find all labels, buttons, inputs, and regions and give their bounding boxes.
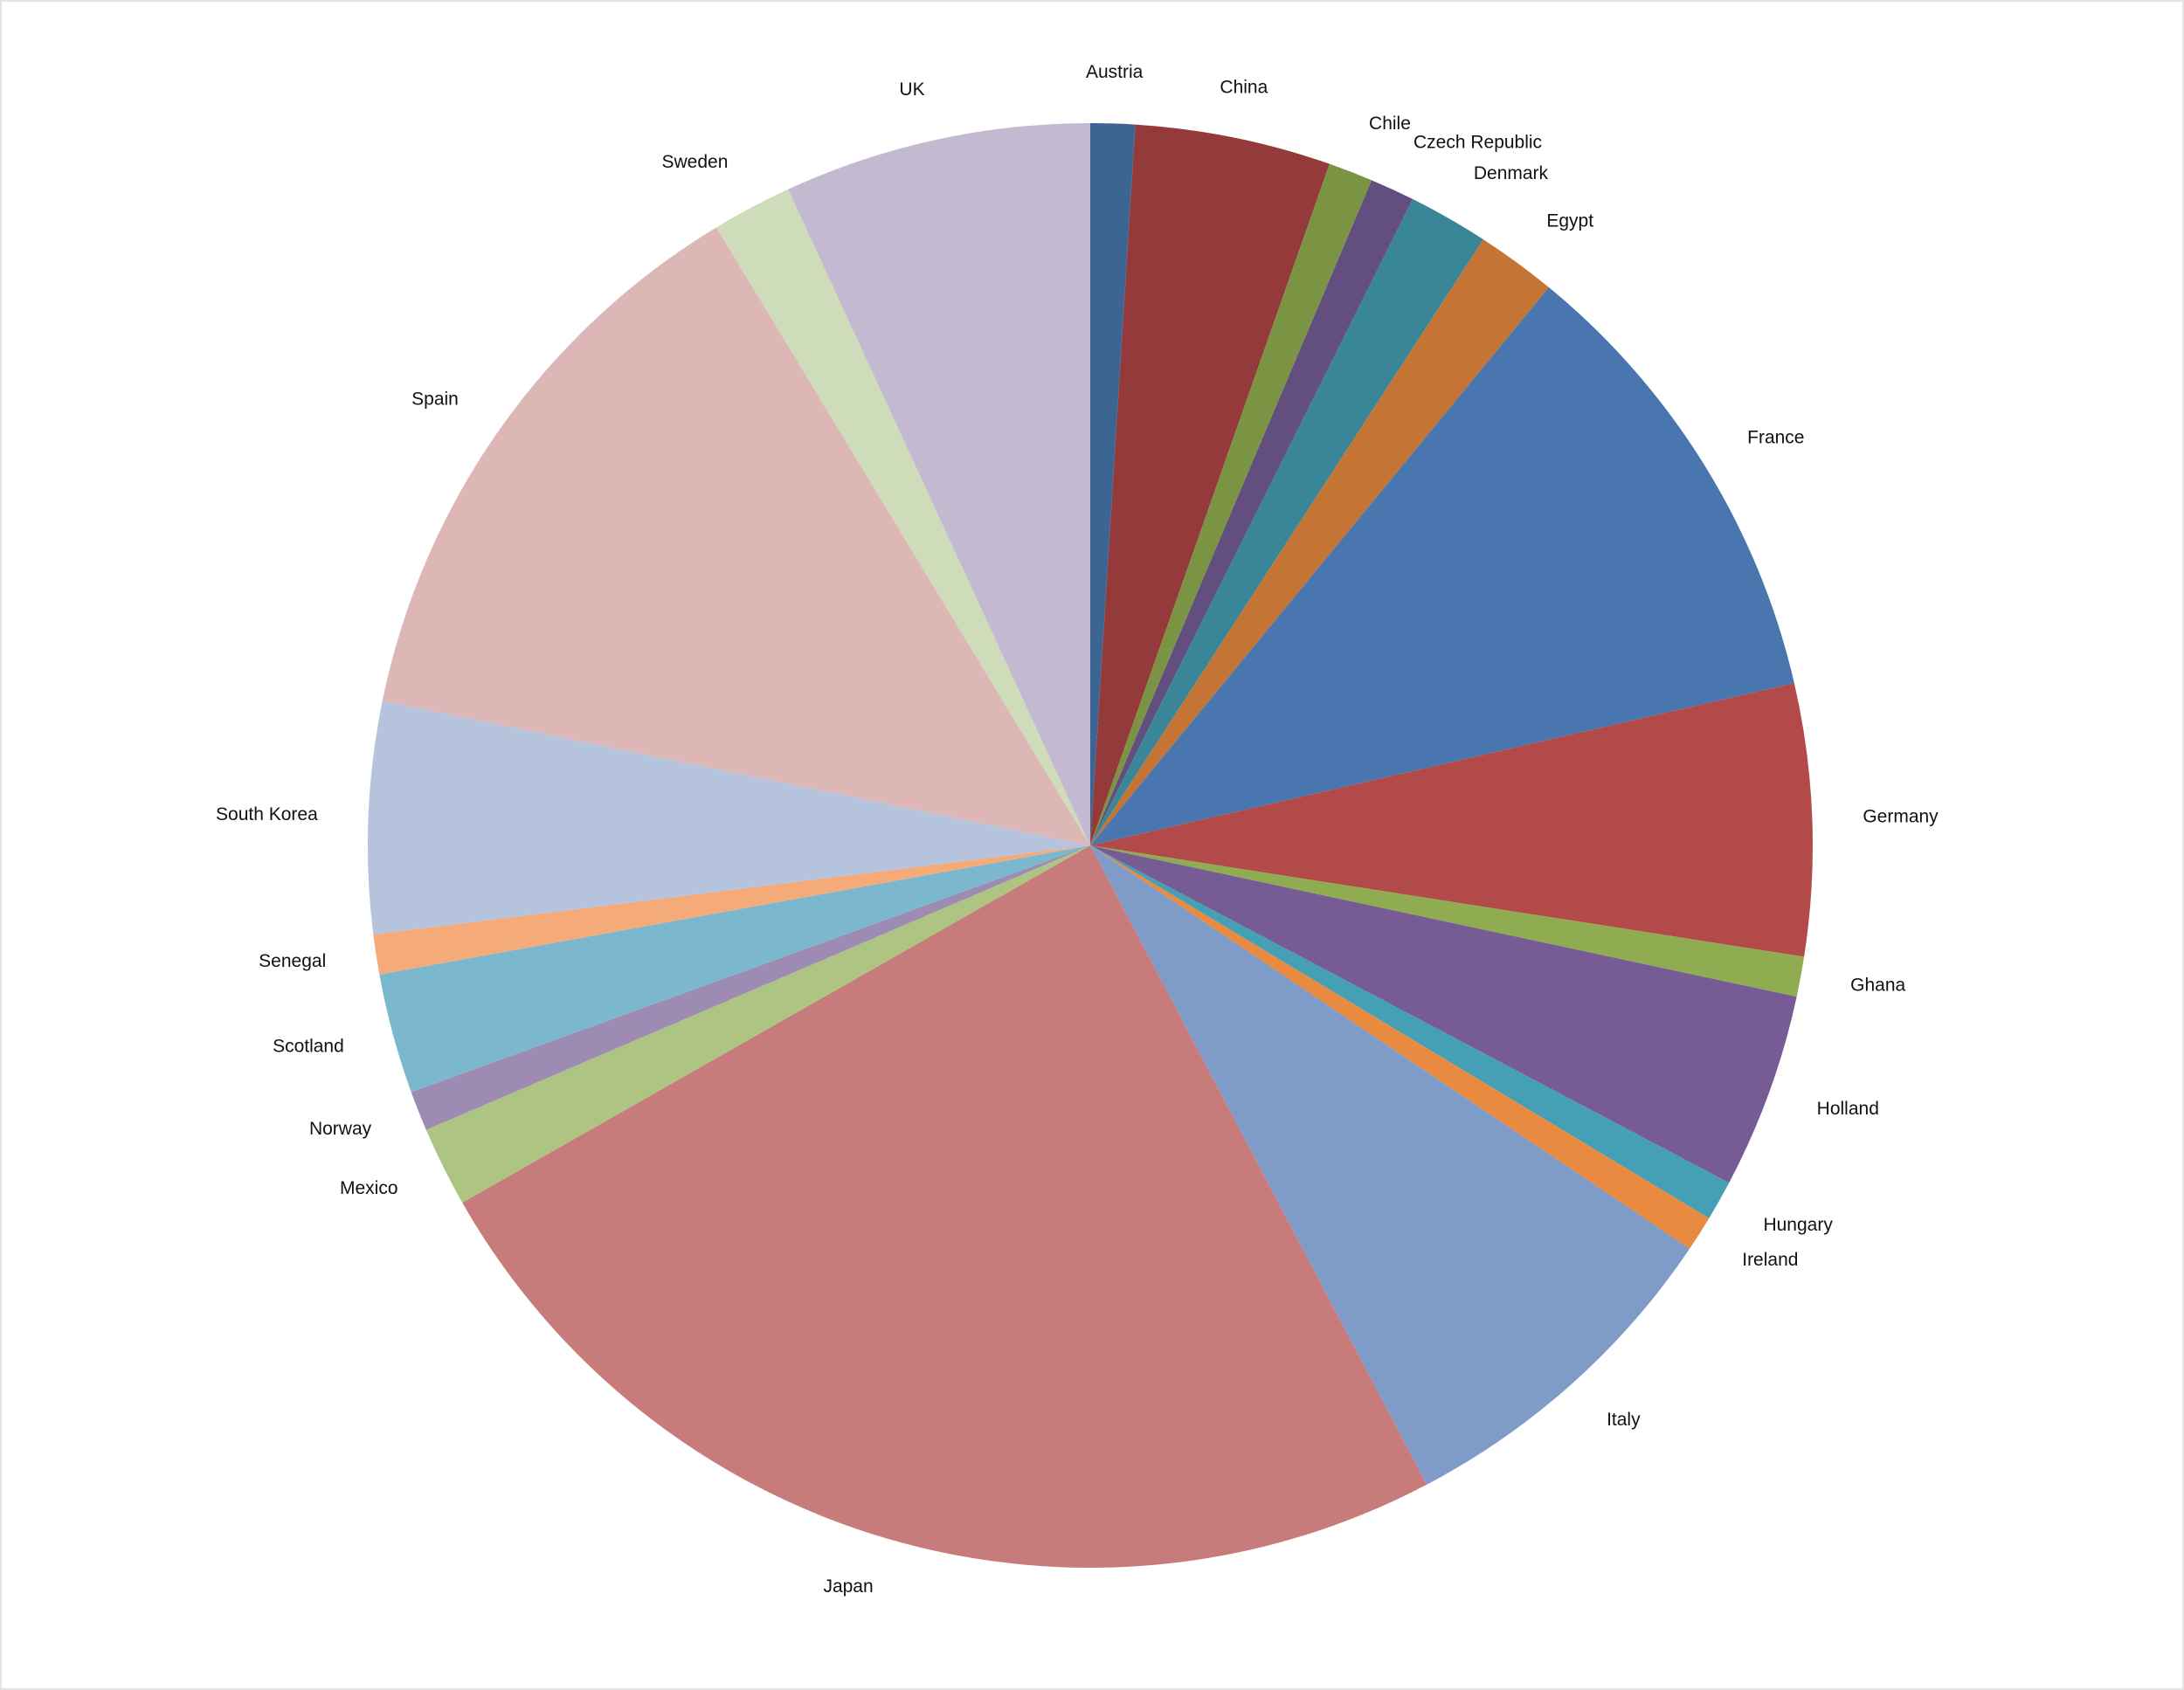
pie-slice <box>368 700 1090 935</box>
slice-label: Egypt <box>1546 210 1593 231</box>
slice-label: China <box>1220 77 1268 97</box>
pie-slice <box>1090 845 1797 1183</box>
pie-slice <box>1090 286 1794 845</box>
pie-slice <box>788 123 1090 845</box>
pie-slice <box>1090 239 1549 846</box>
slice-label: Senegal <box>259 951 326 971</box>
pie-slice <box>1090 845 1805 997</box>
slice-label: Hungary <box>1763 1215 1833 1235</box>
slice-label: Denmark <box>1474 163 1549 183</box>
pie-slice <box>411 845 1091 1130</box>
slice-label: Mexico <box>340 1178 398 1198</box>
pie-slice <box>1090 198 1483 845</box>
slice-label: Spain <box>411 390 459 410</box>
slice-label: Sweden <box>661 152 728 172</box>
slice-label: Germany <box>1863 807 1939 827</box>
pie-slice <box>1090 124 1330 845</box>
pie-slice <box>1090 123 1136 845</box>
slice-label: Norway <box>309 1119 372 1139</box>
slice-label: Japan <box>823 1576 873 1597</box>
slice-label: Ghana <box>1850 975 1905 995</box>
slice-label: South Korea <box>216 804 318 824</box>
pie-slice <box>1090 683 1814 957</box>
pie-slice <box>373 845 1091 975</box>
slice-label: Ireland <box>1742 1250 1798 1270</box>
pie-slice <box>1090 163 1372 845</box>
pie-slice <box>1090 845 1690 1485</box>
pie-slice <box>462 845 1427 1568</box>
pie-slice <box>1090 845 1730 1218</box>
slice-label: UK <box>899 79 924 100</box>
pie-slice <box>716 189 1090 845</box>
slice-label: Chile <box>1369 114 1411 134</box>
pie-slice <box>425 845 1090 1204</box>
slice-label: Holland <box>1817 1099 1879 1119</box>
slice-label: Scotland <box>273 1037 344 1057</box>
pie-slice <box>1090 845 1710 1249</box>
slice-label: Austria <box>1086 62 1144 82</box>
pie-slice <box>382 227 1090 845</box>
slice-label: France <box>1747 427 1804 447</box>
slice-label: Italy <box>1607 1410 1641 1430</box>
pie-slice <box>1090 180 1413 845</box>
slice-label: Czech Republic <box>1413 133 1542 153</box>
pie-slice <box>379 845 1090 1093</box>
